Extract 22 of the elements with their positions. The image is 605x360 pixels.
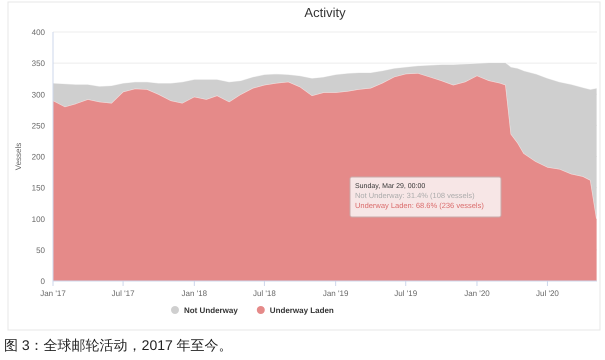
- y-axis-title: Vessels: [14, 142, 23, 170]
- y-tick-label: 250: [32, 121, 46, 130]
- y-tick-label: 0: [40, 277, 46, 286]
- y-tick-label: 50: [36, 246, 46, 255]
- legend-label: Underway Laden: [270, 306, 334, 315]
- y-tick-label: 300: [32, 90, 46, 100]
- y-tick-label: 400: [32, 28, 46, 37]
- y-tick-label: 100: [32, 214, 46, 224]
- x-tick-label: Jul '20: [536, 289, 560, 298]
- x-tick-label: Jan '17: [40, 289, 66, 298]
- y-tick-label: 150: [32, 184, 46, 193]
- x-tick-label: Jan '20: [464, 289, 490, 298]
- legend-label: Not Underway: [184, 306, 238, 315]
- x-tick-label: Jul '17: [112, 289, 136, 298]
- y-tick-label: 200: [32, 152, 46, 162]
- x-tick-label: Jan '19: [322, 289, 349, 298]
- caption: 图 3：全球邮轮活动，2017 年至今。: [4, 337, 233, 353]
- x-tick-label: Jan '18: [182, 289, 208, 298]
- x-tick-label: Jul '19: [394, 289, 418, 298]
- y-tick-label: 350: [32, 59, 46, 68]
- chart-title: Activity: [304, 5, 346, 20]
- x-tick-label: Jul '18: [252, 289, 276, 298]
